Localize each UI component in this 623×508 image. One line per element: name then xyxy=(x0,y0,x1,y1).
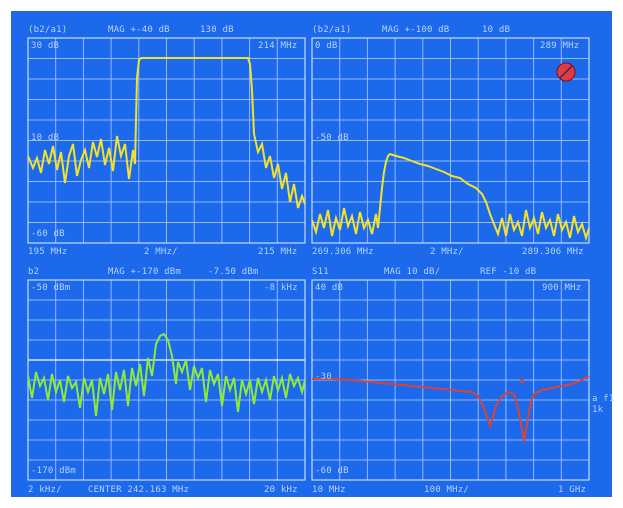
tr-header-format: MAG +-100 dB xyxy=(382,25,450,35)
analyzer-screen: (b2/a1) MAG +-40 dB 130 dB 30 dB 214 MHz… xyxy=(11,11,615,497)
br-header-ref: REF -10 dB xyxy=(480,267,537,277)
tl-header-format: MAG +-40 dB xyxy=(108,25,170,35)
tl-frame xyxy=(27,37,306,244)
disabled-marker-icon xyxy=(556,62,576,82)
br-side-label-1: a f1 xyxy=(592,394,615,404)
tl-header-ref: 130 dB xyxy=(200,25,234,35)
tr-header-trace: (b2/a1) xyxy=(312,25,352,35)
tl-footer-span: 2 MHz/ xyxy=(144,247,178,257)
br-header-trace: S11 xyxy=(312,267,329,277)
bl-header-format: MAG +-170 dBm xyxy=(108,267,182,277)
tr-scale-top: 0 dB xyxy=(315,41,338,51)
tl-trace xyxy=(27,57,306,209)
br-header-format: MAG 10 dB/ xyxy=(384,267,441,277)
bl-trace xyxy=(27,332,306,417)
panel-top-left xyxy=(27,37,306,244)
tl-ref-label: 10 dB xyxy=(31,133,60,143)
bl-scale-top: -50 dBm xyxy=(31,283,71,293)
tl-scale-bottom: -60 dB xyxy=(31,229,65,239)
br-scale-top: 40 dB xyxy=(315,283,344,293)
tl-marker-freq: 214 MHz xyxy=(258,41,298,51)
tr-grid xyxy=(312,38,589,243)
bl-marker-freq: -8 kHz xyxy=(264,283,298,293)
tl-footer-stop: 215 MHz xyxy=(258,247,298,257)
br-side-label-2: 1k xyxy=(592,405,604,415)
tl-grid xyxy=(28,38,305,243)
panel-bottom-right xyxy=(311,279,590,481)
bl-footer-span: 2 kHz/ xyxy=(28,485,62,495)
tr-footer-start: 269.306 MHz xyxy=(312,247,374,257)
panel-bottom-left xyxy=(27,279,306,481)
tr-header-ref: 10 dB xyxy=(482,25,511,35)
br-footer-span: 100 MHz/ xyxy=(424,485,469,495)
bl-header-trace: b2 xyxy=(28,267,40,277)
bl-footer-center: CENTER 242.163 MHz xyxy=(88,485,190,495)
bl-footer-stop: 20 kHz xyxy=(264,485,298,495)
tl-footer-start: 195 MHz xyxy=(28,247,68,257)
br-trace xyxy=(312,375,590,443)
tr-marker-freq: 289 MHz xyxy=(540,41,580,51)
marker-point-icon xyxy=(519,378,525,384)
bl-grid xyxy=(28,280,305,480)
tr-trace xyxy=(311,152,590,242)
panel-top-right xyxy=(311,37,590,244)
tr-footer-span: 2 MHz/ xyxy=(430,247,464,257)
br-footer-start: 10 MHz xyxy=(312,485,346,495)
bl-scale-bottom: -170 dBm xyxy=(31,466,76,476)
br-grid xyxy=(312,280,589,480)
br-scale-bottom: -60 dB xyxy=(315,466,349,476)
br-marker-freq: 900 MHz xyxy=(542,283,582,293)
tl-header-trace: (b2/a1) xyxy=(28,25,68,35)
tr-ref-label: -50 dB xyxy=(315,133,349,143)
tl-scale-top: 30 dB xyxy=(31,41,60,51)
br-ref-label: -30 xyxy=(315,372,332,382)
br-footer-stop: 1 GHz xyxy=(558,485,587,495)
tr-frame xyxy=(311,37,590,244)
bl-header-ref: -7.50 dBm xyxy=(208,267,259,277)
tr-footer-stop: 289.306 MHz xyxy=(522,247,584,257)
